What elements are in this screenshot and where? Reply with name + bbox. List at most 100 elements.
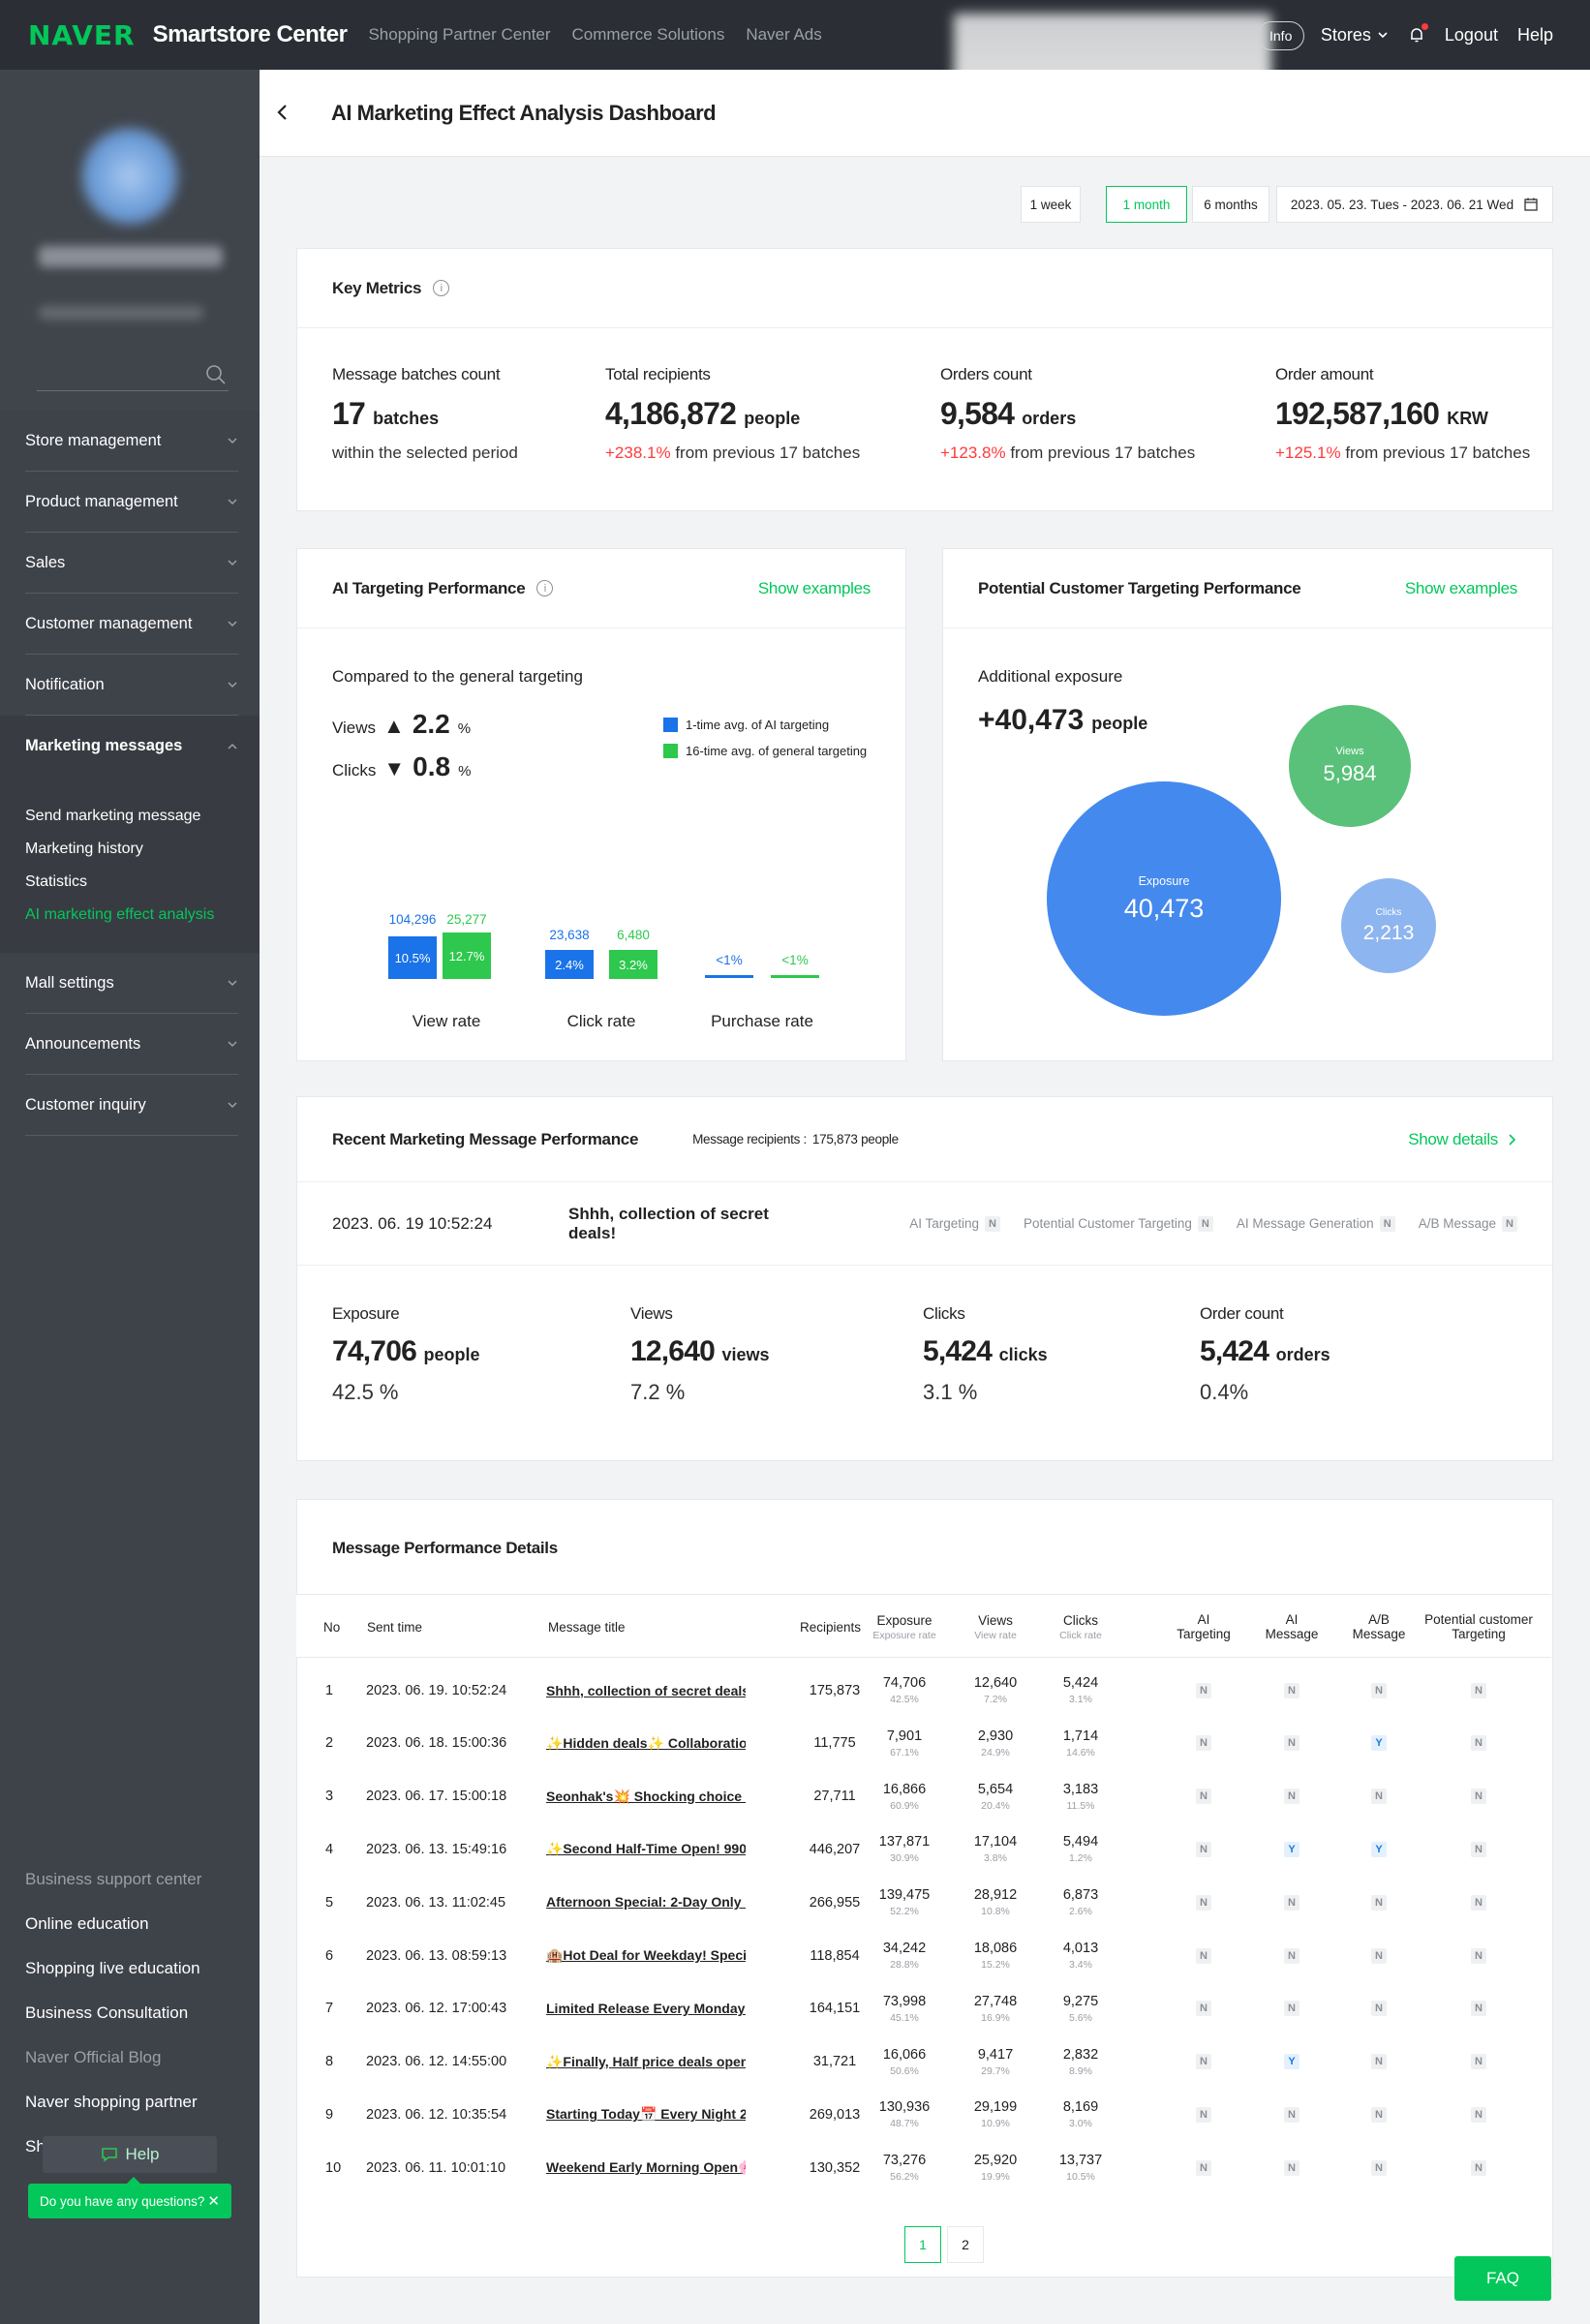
sidebar-item-sales[interactable]: Sales bbox=[25, 533, 238, 594]
link-shopping-live-education[interactable]: Shopping live education bbox=[25, 1959, 200, 1977]
cell-message-title[interactable]: Afternoon Special: 2-Day Only Sale✨ bbox=[546, 1876, 779, 1929]
smartstore-brand[interactable]: Smartstore Center bbox=[152, 21, 348, 47]
show-details-link[interactable]: Show details bbox=[1408, 1130, 1517, 1149]
info-icon[interactable]: i bbox=[536, 580, 554, 596]
nav-naver-ads[interactable]: Naver Ads bbox=[746, 25, 822, 44]
cell-sent-time: 2023. 06. 17. 15:00:18 bbox=[366, 1770, 540, 1823]
help-button[interactable]: Help bbox=[43, 2136, 217, 2173]
info-icon[interactable]: i bbox=[433, 280, 450, 296]
sidebar-item-marketing-messages[interactable]: Marketing messages bbox=[25, 716, 238, 777]
range-1-week[interactable]: 1 week bbox=[1021, 186, 1081, 223]
cell-message-title[interactable]: Seonhak's💥 Shocking choice Friday... bbox=[546, 1770, 779, 1823]
faq-button[interactable]: FAQ bbox=[1454, 2256, 1551, 2301]
message-title-link[interactable]: Shhh, collection of secret deals! bbox=[546, 1682, 746, 1698]
logout-link[interactable]: Logout bbox=[1444, 24, 1498, 45]
show-examples-link[interactable]: Show examples bbox=[1404, 578, 1517, 597]
flag-badge-no: N bbox=[1471, 1947, 1486, 1964]
cell-message-title[interactable]: Weekend Early Morning Open🌸 bbox=[546, 2141, 779, 2194]
cell-message-title[interactable]: ✨Finally, Half price deals open!June... bbox=[546, 2035, 779, 2089]
sidebar-item-notification[interactable]: Notification bbox=[25, 655, 238, 716]
cell-views-rate: 20.4% bbox=[981, 1799, 1010, 1812]
link-naver-official-blog[interactable]: Naver Official Blog bbox=[25, 2048, 162, 2066]
cell-ai-targeting: N bbox=[1170, 2035, 1238, 2089]
sidebar-item-store-management[interactable]: Store management bbox=[25, 411, 238, 472]
search-icon[interactable] bbox=[205, 364, 227, 385]
nav-shopping-partner-center[interactable]: Shopping Partner Center bbox=[368, 25, 551, 44]
metric-value: 17 batches bbox=[332, 396, 518, 432]
stores-dropdown[interactable]: Stores bbox=[1321, 25, 1389, 46]
cell-message-title[interactable]: 🏨Hot Deal for Weekday! Special Dis... bbox=[546, 1929, 779, 1982]
help-link[interactable]: Help bbox=[1516, 24, 1553, 45]
page-title: AI Marketing Effect Analysis Dashboard bbox=[331, 101, 717, 125]
page-1-button[interactable]: 1 bbox=[904, 2226, 941, 2263]
range-1-month[interactable]: 1 month bbox=[1106, 186, 1187, 223]
table-row[interactable]: 9 2023. 06. 12. 10:35:54 Starting Today📅 E… bbox=[296, 2088, 1551, 2141]
sidebar-item-label: Mall settings bbox=[25, 973, 114, 992]
range-6-months[interactable]: 6 months bbox=[1192, 186, 1269, 223]
table-row[interactable]: 1 2023. 06. 19. 10:52:24 Shhh, collection … bbox=[296, 1664, 1551, 1717]
table-row[interactable]: 4 2023. 06. 13. 15:49:16 ✨Second Half-Time… bbox=[296, 1822, 1551, 1876]
recent-message-tags: AI Targeting N Potential Customer Targeti… bbox=[886, 1215, 1517, 1232]
chat-icon bbox=[101, 2148, 117, 2162]
sidebar-search[interactable] bbox=[37, 356, 229, 391]
naver-logo[interactable]: NAVER bbox=[28, 18, 136, 51]
help-tooltip: Do you have any questions? ✕ bbox=[28, 2177, 231, 2218]
table-row[interactable]: 6 2023. 06. 13. 08:59:13 🏨Hot Deal for Wee… bbox=[296, 1929, 1551, 1982]
notification-dot bbox=[1421, 23, 1428, 30]
nav-commerce-solutions[interactable]: Commerce Solutions bbox=[571, 25, 725, 44]
back-arrow-icon[interactable] bbox=[267, 97, 298, 128]
potential-targeting-header: Potential Customer Targeting Performance… bbox=[943, 549, 1552, 628]
chevron-up-icon bbox=[228, 743, 237, 749]
show-examples-link[interactable]: Show examples bbox=[757, 578, 871, 597]
flag-badge-no: N bbox=[1471, 2159, 1486, 2176]
table-row[interactable]: 2 2023. 06. 18. 15:00:36 ✨Hidden deals✨ Co… bbox=[296, 1717, 1551, 1770]
submenu-marketing-history[interactable]: Marketing history bbox=[25, 841, 143, 857]
flag-badge-no: N bbox=[1284, 2159, 1300, 2176]
cell-message-title[interactable]: Limited Release Every Monday 1+1 ... bbox=[546, 1982, 779, 2035]
submenu-statistics[interactable]: Statistics bbox=[25, 873, 88, 890]
table-row[interactable]: 3 2023. 06. 17. 15:00:18 Seonhak's💥 Shocki… bbox=[296, 1770, 1551, 1823]
page-2-button[interactable]: 2 bbox=[947, 2226, 984, 2263]
message-title-link[interactable]: Starting Today📅 Every Night 20% di... bbox=[546, 2106, 746, 2123]
flag-badge-no: N bbox=[1371, 2159, 1387, 2176]
submenu-ai-marketing-effect-analysis[interactable]: AI marketing effect analysis bbox=[25, 906, 215, 923]
cell-message-title[interactable]: Starting Today📅 Every Night 20% di... bbox=[546, 2088, 779, 2141]
table-row[interactable]: 8 2023. 06. 12. 14:55:00 ✨Finally, Half pr… bbox=[296, 2035, 1551, 2089]
sidebar-item-customer-management[interactable]: Customer management bbox=[25, 594, 238, 655]
message-title-link[interactable]: ✨Hidden deals✨ Collaboration with... bbox=[546, 1734, 746, 1751]
cell-sent-text: 2023. 06. 18. 15:00:36 bbox=[366, 1735, 507, 1752]
sidebar-item-announcements[interactable]: Announcements bbox=[25, 1014, 238, 1075]
cell-potential-targeting: N bbox=[1420, 1822, 1538, 1876]
message-title-link[interactable]: ✨Second Half-Time Open! 9900 KRW bbox=[546, 1841, 746, 1857]
link-online-education[interactable]: Online education bbox=[25, 1914, 149, 1933]
avatar[interactable] bbox=[81, 128, 178, 225]
flag-badge-yes: Y bbox=[1284, 1841, 1300, 1857]
cell-exposure: 130,936 48.7% bbox=[870, 2088, 939, 2141]
table-row[interactable]: 7 2023. 06. 12. 17:00:43 Limited Release E… bbox=[296, 1982, 1551, 2035]
link-business-support-center[interactable]: Business support center bbox=[25, 1870, 202, 1888]
date-range-picker[interactable]: 2023. 05. 23. Tues - 2023. 06. 21 Wed bbox=[1276, 186, 1553, 223]
col-ab-message: A/B Message bbox=[1352, 1612, 1406, 1641]
bell-icon[interactable] bbox=[1408, 23, 1428, 44]
info-pill[interactable]: Info bbox=[1257, 21, 1305, 50]
sidebar-item-product-management[interactable]: Product management bbox=[25, 472, 238, 533]
cell-sent-text: 2023. 06. 12. 10:35:54 bbox=[366, 2106, 507, 2123]
message-title-link[interactable]: 🏨Hot Deal for Weekday! Special Dis... bbox=[546, 1947, 746, 1963]
link-business-consultation[interactable]: Business Consultation bbox=[25, 2003, 189, 2022]
message-title-link[interactable]: Weekend Early Morning Open🌸 bbox=[546, 2159, 746, 2176]
sidebar-item-mall-settings[interactable]: Mall settings bbox=[25, 953, 238, 1014]
message-title-link[interactable]: Afternoon Special: 2-Day Only Sale✨ bbox=[546, 1894, 746, 1911]
message-title-link[interactable]: Limited Release Every Monday 1+1 ... bbox=[546, 2001, 746, 2017]
message-title-link[interactable]: ✨Finally, Half price deals open!June... bbox=[546, 2053, 746, 2069]
message-title-link[interactable]: Seonhak's💥 Shocking choice Friday... bbox=[546, 1788, 746, 1804]
cell-message-title[interactable]: ✨Second Half-Time Open! 9900 KRW bbox=[546, 1822, 779, 1876]
sidebar-item-customer-inquiry[interactable]: Customer inquiry bbox=[25, 1075, 238, 1136]
cell-exposure-rate: 28.8% bbox=[890, 1959, 919, 1971]
table-row[interactable]: 5 2023. 06. 13. 11:02:45 Afternoon Special… bbox=[296, 1876, 1551, 1929]
close-icon[interactable]: ✕ bbox=[207, 2193, 220, 2210]
link-naver-shopping-partner[interactable]: Naver shopping partner bbox=[25, 2093, 198, 2111]
table-row[interactable]: 10 2023. 06. 11. 10:01:10 Weekend Early Mo… bbox=[296, 2141, 1551, 2194]
cell-message-title[interactable]: ✨Hidden deals✨ Collaboration with... bbox=[546, 1717, 779, 1770]
submenu-send-marketing-message[interactable]: Send marketing message bbox=[25, 808, 201, 824]
cell-message-title[interactable]: Shhh, collection of secret deals! bbox=[546, 1664, 779, 1717]
